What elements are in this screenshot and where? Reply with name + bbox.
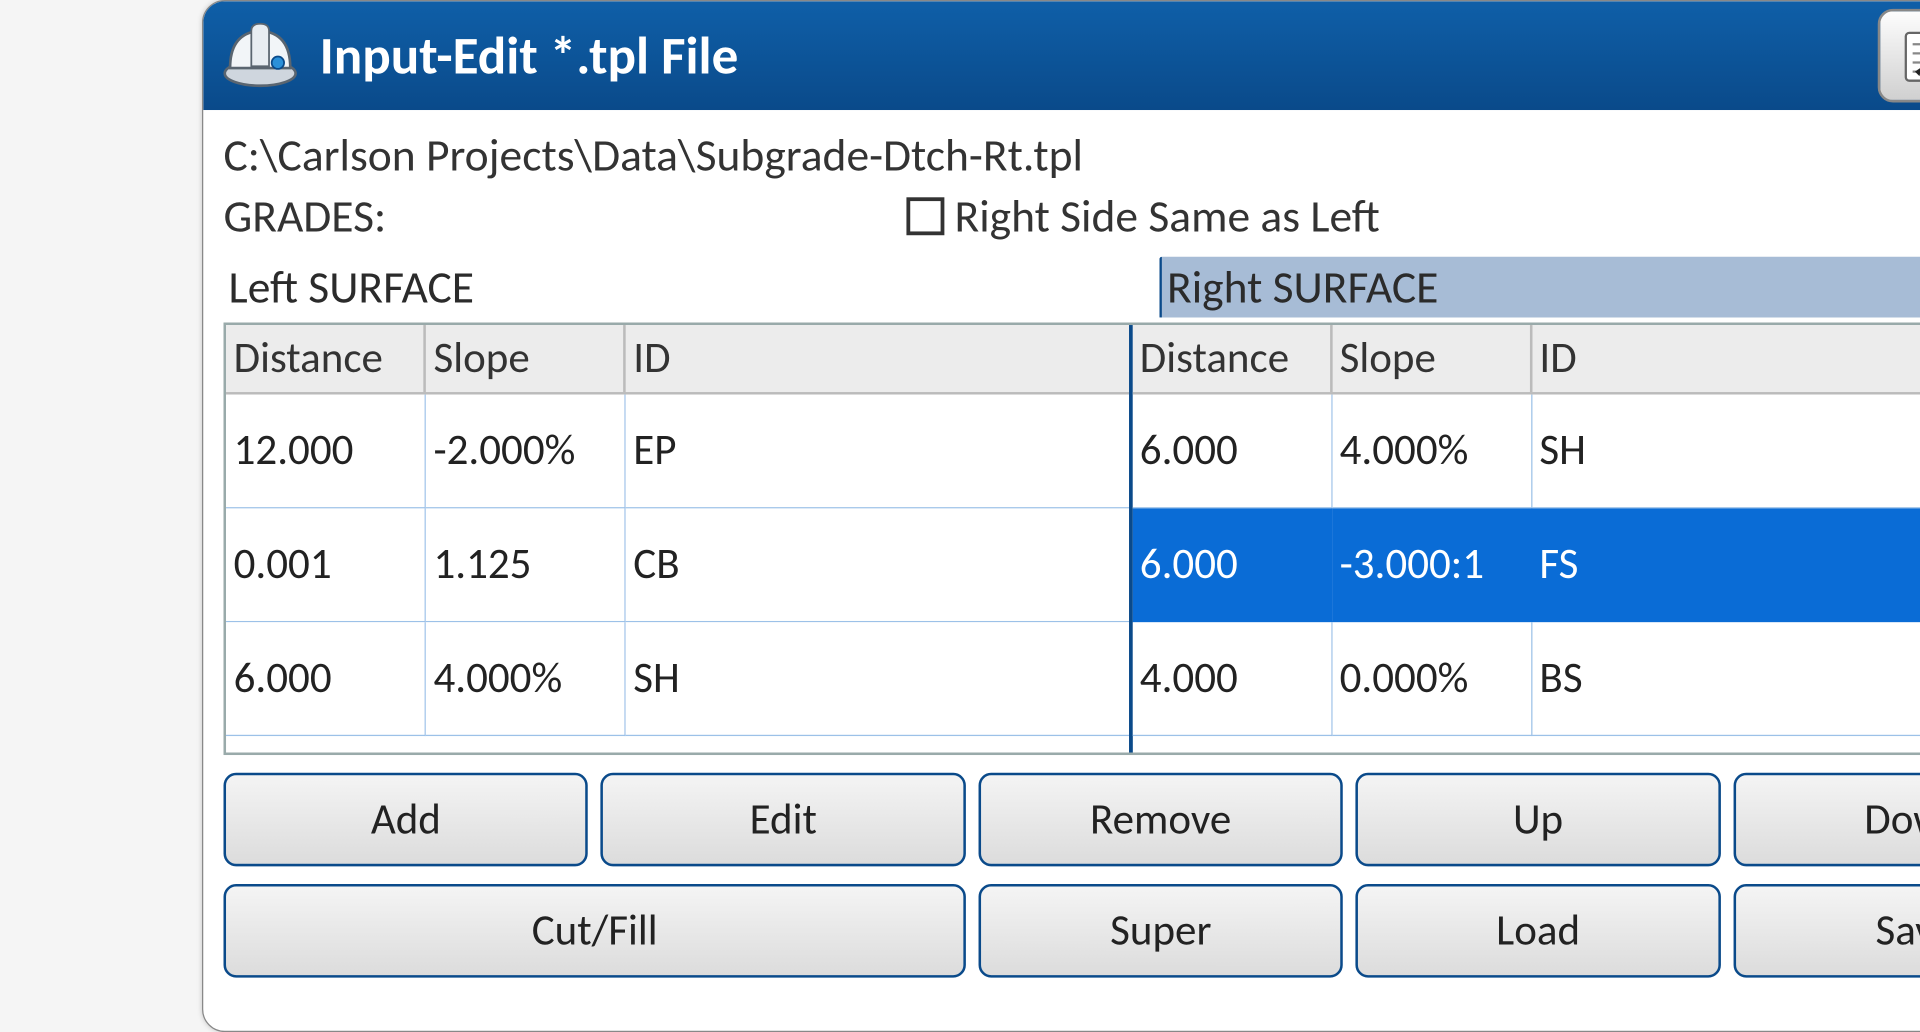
grades-row: GRADES: Right Side Same as Left <box>224 188 1920 244</box>
cell-slope: 0.000% <box>1332 622 1532 736</box>
surfaces-headings: Left SURFACE Right SURFACE <box>224 257 1920 318</box>
load-button[interactable]: Load <box>1356 884 1721 978</box>
cell-distance: 0.001 <box>226 508 426 622</box>
right-table-body: 6.000 4.000% SH 6.000 -3.000:1 FS 4.000 … <box>1132 395 1920 753</box>
cell-distance: 4.000 <box>1132 622 1332 736</box>
col-slope[interactable]: Slope <box>426 325 626 392</box>
edit-button[interactable]: Edit <box>601 773 966 867</box>
left-surface-table: Distance Slope ID 12.000 -2.000% EP 0.00… <box>226 325 1128 752</box>
cell-id: EP <box>626 395 1129 509</box>
table-row[interactable]: 0.001 1.125 CB <box>226 508 1128 622</box>
grades-label: GRADES: <box>224 188 907 244</box>
table-row[interactable]: 12.000 -2.000% EP <box>226 395 1128 509</box>
checkbox-label: Right Side Same as Left <box>955 188 1380 244</box>
right-table-header: Distance Slope ID <box>1132 325 1920 395</box>
up-button[interactable]: Up <box>1356 773 1721 867</box>
cell-slope: -3.000:1 <box>1332 508 1532 622</box>
left-table-body: 12.000 -2.000% EP 0.001 1.125 CB 6.000 4… <box>226 395 1128 753</box>
cell-id: FS <box>1532 508 1920 622</box>
col-id[interactable]: ID <box>626 325 1129 392</box>
table-row[interactable]: 6.000 4.000% SH <box>1132 395 1920 509</box>
cell-slope: 4.000% <box>426 622 626 736</box>
tables-container: Distance Slope ID 12.000 -2.000% EP 0.00… <box>224 323 1920 756</box>
cell-id: BS <box>1532 622 1920 736</box>
hardhat-icon <box>216 11 305 100</box>
cell-distance: 6.000 <box>1132 395 1332 509</box>
window-title: Input-Edit *.tpl File <box>320 23 1863 88</box>
cutfill-button[interactable]: Cut/Fill <box>224 884 966 978</box>
file-path: C:\Carlson Projects\Data\Subgrade-Dtch-R… <box>224 128 1920 184</box>
save-button[interactable]: Save <box>1733 884 1920 978</box>
cell-slope: 1.125 <box>426 508 626 622</box>
left-table-header: Distance Slope ID <box>226 325 1128 395</box>
col-distance[interactable]: Distance <box>226 325 426 392</box>
right-surface-table: Distance Slope ID 6.000 4.000% SH 6.000 … <box>1128 325 1920 752</box>
button-row-1: Add Edit Remove Up Down <box>224 773 1920 867</box>
table-row[interactable]: 6.000 -3.000:1 FS <box>1132 508 1920 622</box>
notes-button[interactable] <box>1878 9 1920 103</box>
cell-slope: -2.000% <box>426 395 626 509</box>
checkbox-box <box>906 197 944 235</box>
title-bar: Input-Edit *.tpl File <box>203 1 1920 110</box>
col-id[interactable]: ID <box>1532 325 1920 392</box>
add-button[interactable]: Add <box>224 773 589 867</box>
down-button[interactable]: Down <box>1733 773 1920 867</box>
cell-distance: 6.000 <box>226 622 426 736</box>
table-row[interactable]: 6.000 4.000% SH <box>226 622 1128 736</box>
remove-button[interactable]: Remove <box>978 773 1343 867</box>
cell-id: SH <box>626 622 1129 736</box>
cell-distance: 6.000 <box>1132 508 1332 622</box>
table-row[interactable]: 4.000 0.000% BS <box>1132 622 1920 736</box>
right-surface-heading[interactable]: Right SURFACE <box>1159 257 1920 318</box>
right-same-as-left-checkbox[interactable]: Right Side Same as Left <box>906 188 1379 244</box>
super-button[interactable]: Super <box>978 884 1343 978</box>
button-row-2: Cut/Fill Super Load Save <box>224 884 1920 978</box>
cell-distance: 12.000 <box>226 395 426 509</box>
cell-id: CB <box>626 508 1129 622</box>
left-surface-heading: Left SURFACE <box>224 257 1160 318</box>
content-area: C:\Carlson Projects\Data\Subgrade-Dtch-R… <box>203 110 1920 1031</box>
col-slope[interactable]: Slope <box>1332 325 1532 392</box>
col-distance[interactable]: Distance <box>1132 325 1332 392</box>
cell-id: SH <box>1532 395 1920 509</box>
app-window: Input-Edit *.tpl File C:\Carlson Project… <box>202 0 1920 1032</box>
cell-slope: 4.000% <box>1332 395 1532 509</box>
